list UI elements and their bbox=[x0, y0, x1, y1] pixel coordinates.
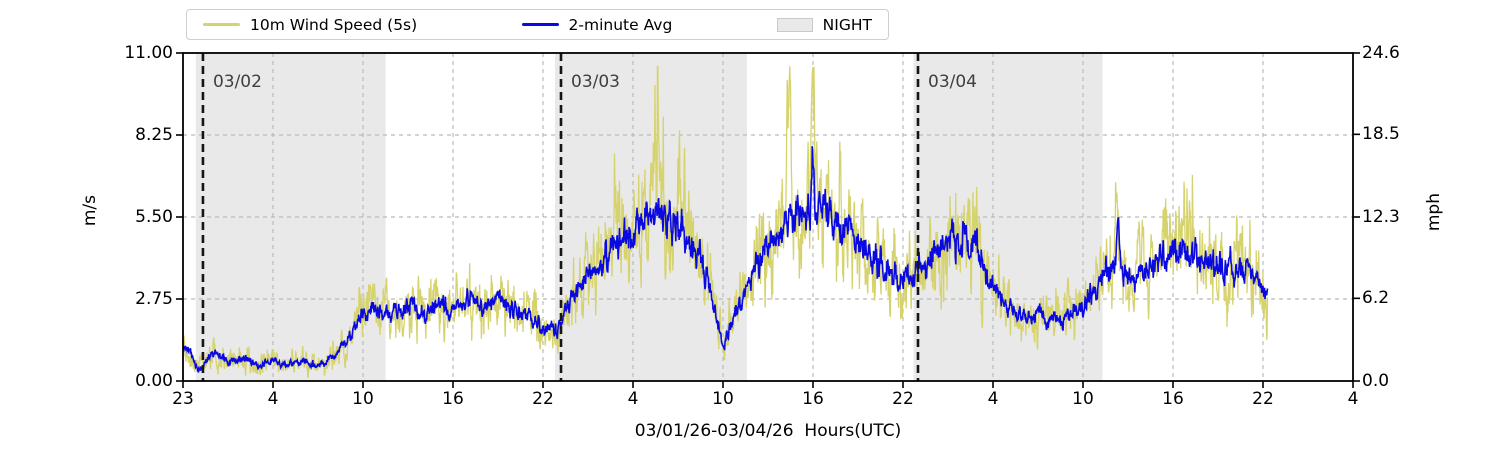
x-tick-label-12: 22 bbox=[1252, 389, 1274, 409]
x-tick-label-9: 4 bbox=[987, 389, 999, 409]
x-tick-label-10: 10 bbox=[1072, 389, 1094, 409]
legend-label-2min-avg: 2-minute Avg bbox=[568, 15, 673, 34]
x-tick-label-2: 10 bbox=[352, 389, 374, 409]
legend-item-wind-5s: 10m Wind Speed (5s) bbox=[203, 16, 417, 34]
legend-label-wind-5s: 10m Wind Speed (5s) bbox=[250, 15, 418, 34]
y-right-tick-label-2: 12.3 bbox=[1362, 207, 1400, 227]
x-tick-label-6: 10 bbox=[712, 389, 734, 409]
y-right-tick-label-3: 18.5 bbox=[1362, 124, 1400, 145]
x-tick-label-3: 16 bbox=[442, 389, 464, 409]
chart-legend: 10m Wind Speed (5s) 2-minute Avg NIGHT bbox=[186, 9, 889, 40]
y-right-tick-label-0: 0.0 bbox=[1362, 371, 1390, 391]
x-tick-label-11: 16 bbox=[1162, 389, 1184, 409]
x-tick-label-4: 22 bbox=[532, 389, 554, 409]
y-left-tick-label-1: 2.75 bbox=[135, 289, 173, 309]
y-right-tick-label-4: 24.6 bbox=[1362, 43, 1400, 63]
y-left-tick-label-3: 8.25 bbox=[135, 125, 173, 145]
x-tick-label-0: 23 bbox=[172, 389, 194, 409]
y-axis-label-mph: mph bbox=[1424, 193, 1444, 232]
y-left-tick-label-4: 11.00 bbox=[124, 43, 173, 63]
x-tick-label-7: 16 bbox=[802, 389, 824, 409]
legend-label-night: NIGHT bbox=[822, 15, 872, 34]
night-patch-swatch-icon bbox=[776, 17, 813, 32]
wind-5s-line-swatch-icon bbox=[203, 22, 240, 27]
day-marker-label-0302: 03/02 bbox=[212, 72, 262, 92]
y-left-tick-label-0: 0.00 bbox=[135, 371, 173, 391]
x-tick-label-5: 4 bbox=[627, 389, 639, 409]
x-tick-label-13: 4 bbox=[1347, 389, 1359, 409]
day-marker-label-0303: 03/03 bbox=[571, 72, 620, 92]
legend-item-2min-avg: 2-minute Avg bbox=[521, 15, 673, 34]
avg-line-swatch-icon bbox=[521, 22, 559, 27]
x-axis-label: 03/01/26-03/04/26 Hours(UTC) bbox=[634, 421, 902, 441]
day-marker-label-0304: 03/04 bbox=[928, 72, 977, 92]
x-tick-label-1: 4 bbox=[267, 389, 279, 409]
legend-item-night: NIGHT bbox=[776, 15, 872, 34]
y-left-tick-label-2: 5.50 bbox=[135, 207, 173, 227]
y-right-tick-label-1: 6.2 bbox=[1362, 288, 1390, 309]
x-tick-label-8: 22 bbox=[892, 389, 914, 409]
